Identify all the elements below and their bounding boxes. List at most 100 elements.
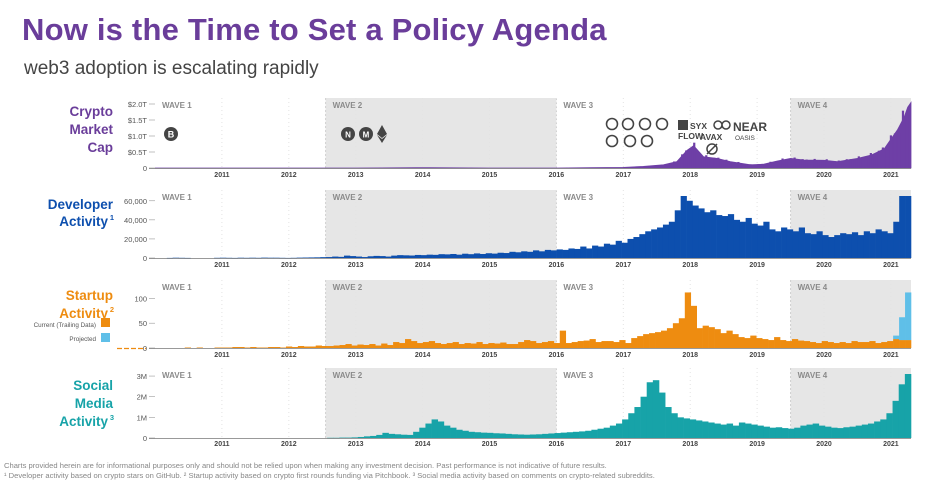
token-syx-label: SYX	[690, 121, 707, 131]
bar-social	[831, 427, 838, 438]
bar-startup	[470, 343, 477, 348]
bar-startup	[410, 341, 418, 348]
x-tick-label: 2020	[816, 172, 832, 179]
bar-social	[800, 425, 807, 438]
bar-startup	[244, 347, 251, 348]
x-tick-label: 2011	[214, 172, 229, 179]
bar-social	[745, 423, 752, 438]
x-tick-label: 2018	[682, 262, 698, 269]
bar-startup	[512, 344, 519, 348]
bar-startup	[839, 342, 846, 348]
x-tick-label: 2019	[749, 352, 765, 359]
bar-startup	[637, 336, 644, 348]
bar-startup	[464, 343, 471, 348]
panel-title-social: Social Media Activity 3	[59, 378, 114, 429]
bar-startup	[583, 340, 590, 348]
bar-startup	[791, 339, 799, 348]
bar-developer	[544, 249, 552, 258]
bar-startup	[291, 347, 299, 348]
bar-startup	[893, 335, 900, 340]
bar-social	[849, 426, 856, 438]
y-tick-label: 60,000	[124, 197, 147, 206]
x-tick-label: 2011	[214, 352, 229, 359]
bar-social	[486, 432, 494, 438]
bar-developer	[657, 227, 664, 258]
bar-developer	[692, 205, 699, 258]
bar-developer	[574, 248, 581, 258]
page-title: Now is the Time to Set a Policy Agenda	[22, 12, 607, 47]
market-cap-detail	[669, 110, 909, 168]
bar-social	[880, 419, 887, 438]
bar-social	[867, 423, 875, 438]
bar-developer	[810, 234, 817, 258]
x-tick-label: 2018	[682, 352, 698, 359]
bar-startup	[619, 340, 626, 348]
bar-startup	[405, 339, 412, 348]
x-tick-label: 2018	[682, 441, 698, 448]
x-tick-label: 2017	[616, 441, 632, 448]
bar-developer	[462, 253, 469, 258]
bar-developer	[344, 255, 351, 258]
bar-startup	[803, 341, 811, 348]
bar-startup	[214, 347, 221, 348]
bar-social	[615, 423, 623, 438]
bar-startup	[524, 340, 531, 348]
bar-social	[597, 428, 604, 438]
legend-label-projected: Projected	[69, 336, 96, 343]
bar-startup	[589, 339, 596, 348]
bar-startup	[220, 347, 227, 348]
bar-startup	[708, 327, 715, 348]
x-tick-label: 2014	[415, 262, 431, 269]
bar-startup	[285, 346, 293, 348]
bar-startup	[238, 347, 245, 348]
bar-social	[376, 434, 383, 438]
bar-social	[714, 423, 721, 438]
y-tick-label: $1.0T	[128, 132, 148, 141]
bar-developer	[828, 237, 835, 258]
token-icon	[623, 134, 637, 148]
wave-label: WAVE 1	[162, 193, 192, 202]
bar-social	[628, 413, 635, 438]
bar-developer	[863, 231, 870, 258]
chart-panel-developer: WAVE 1 WAVE 2 WAVE 3 WAVE 4 0 20,000 40,000 60,…	[48, 190, 912, 269]
bar-startup	[738, 337, 745, 348]
bar-social	[824, 426, 832, 438]
bar-developer	[781, 227, 788, 258]
bar-startup	[494, 343, 501, 348]
x-tick-label: 2016	[549, 262, 565, 269]
bar-developer	[349, 256, 357, 258]
bar-social	[708, 422, 715, 438]
bar-startup	[774, 337, 781, 348]
x-tick-label: 2011	[214, 441, 229, 448]
chart-panel-market: WAVE 1 WAVE 2 WAVE 3 WAVE 4 0 $0.5T $1.0T $1.5T…	[69, 98, 912, 179]
bar-startup	[601, 341, 608, 348]
x-tick-label: 2019	[749, 441, 765, 448]
x-tick-label: 2013	[348, 172, 364, 179]
bar-developer	[786, 229, 794, 258]
bar-startup	[571, 342, 578, 348]
bar-social	[904, 374, 912, 438]
bar-startup	[631, 338, 638, 348]
bar-startup	[780, 340, 787, 348]
bar-startup	[530, 341, 537, 348]
bar-startup	[375, 345, 382, 348]
bar-developer	[857, 235, 865, 258]
bar-social	[775, 427, 783, 438]
bar-startup	[458, 344, 465, 348]
bar-developer	[385, 256, 392, 258]
bar-social	[480, 432, 488, 438]
bar-developer	[373, 255, 380, 258]
bar-social	[394, 434, 402, 438]
bar-social	[671, 413, 678, 438]
bar-social	[505, 433, 512, 438]
bar-startup	[363, 345, 370, 348]
panel-title-line: Crypto	[70, 104, 114, 119]
x-tick-label: 2012	[281, 352, 297, 359]
bar-startup	[827, 342, 834, 348]
y-tick-label: 1M	[137, 413, 147, 422]
token-slash	[706, 143, 718, 155]
bar-developer	[214, 257, 221, 259]
bar-developer	[485, 253, 492, 258]
bar-startup	[381, 343, 388, 348]
